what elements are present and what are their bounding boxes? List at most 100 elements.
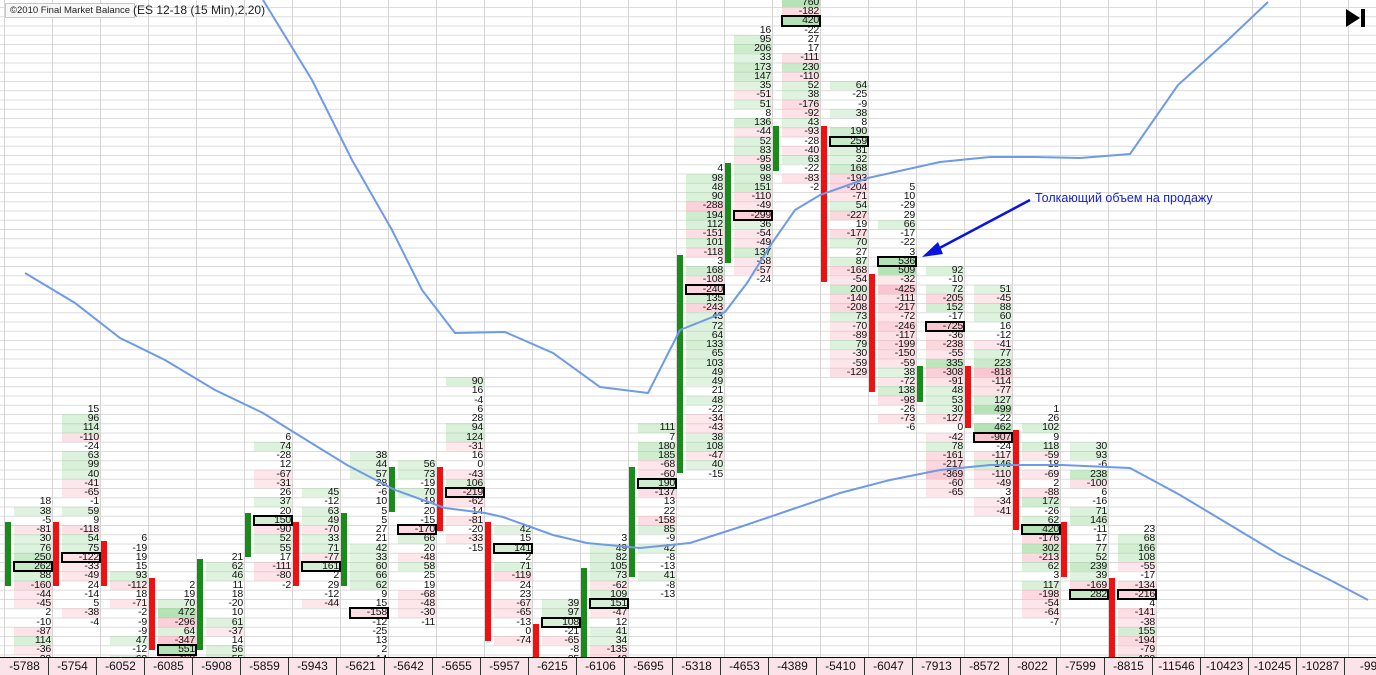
bottom-delta-axis: -5788 -5754 -6052 -6085 -5908 -5859 -5943 -5621…: [0, 657, 1376, 675]
max-volume-cell: 150: [253, 514, 293, 527]
axis-delta-label: -11546: [1153, 658, 1201, 675]
max-volume-cell: 420: [781, 15, 821, 27]
volume-cell: -15: [708, 467, 723, 480]
candle-bar-down: [1061, 522, 1067, 577]
volume-cell: -44: [302, 598, 340, 609]
volume-cell: 97: [542, 607, 580, 618]
volume-cell: -6: [906, 421, 915, 434]
volume-cell: -41: [974, 505, 1012, 516]
axis-delta-label: -5655: [433, 658, 481, 675]
volume-cell: -2: [810, 180, 819, 193]
candle-bar-up: [245, 513, 251, 557]
annotation-text: Толкающий объем на продажу: [1035, 191, 1213, 205]
volume-cell: 472: [158, 607, 196, 618]
axis-delta-label: -10287: [1297, 658, 1345, 675]
volume-cell: 14: [231, 634, 243, 647]
copyright-label: ©2010 Final Market Balance: [5, 3, 136, 18]
axis-delta-label: -5621: [337, 658, 385, 675]
volume-cell: -30: [398, 607, 436, 618]
volume-cell: -2: [138, 606, 147, 619]
max-volume-cell: 420: [1021, 524, 1061, 536]
candle-bar-up: [773, 126, 779, 171]
volume-cell: 61: [206, 616, 244, 627]
max-volume-cell: -158: [349, 607, 389, 619]
max-volume-cell: -216: [1117, 588, 1157, 601]
volume-cell: -194: [1118, 635, 1156, 646]
volume-cell: 41: [590, 625, 628, 636]
axis-delta-label: -5642: [385, 658, 433, 675]
max-volume-cell: 551: [157, 644, 197, 656]
max-volume-cell: 141: [493, 542, 533, 554]
volume-cell: -20: [228, 597, 243, 610]
candle-bar-up: [389, 467, 395, 512]
volume-cell: -129: [830, 366, 868, 377]
candle-bar-down: [533, 624, 539, 660]
axis-delta-label: -8022: [1009, 658, 1057, 675]
scroll-to-end-button[interactable]: [1344, 8, 1368, 28]
volume-cell: -135: [590, 644, 628, 655]
volume-cell: 155: [1118, 625, 1156, 636]
axis-delta-label: -7599: [1057, 658, 1105, 675]
candle-bar-up: [581, 568, 587, 660]
max-volume-cell: -219: [445, 487, 485, 499]
volume-cell: -65: [494, 607, 532, 618]
candle-bar-down: [293, 522, 299, 586]
axis-delta-label: -8572: [961, 658, 1009, 675]
volume-cell: -7: [1050, 615, 1059, 628]
max-volume-cell: -240: [685, 283, 725, 295]
volume-cell: 114: [14, 635, 52, 646]
axis-delta-label: -10245: [1249, 658, 1297, 675]
volume-cell: -24: [756, 273, 771, 286]
candle-bar-down: [485, 522, 491, 641]
volume-cell: -36: [14, 644, 52, 655]
candle-bar-up: [917, 366, 923, 402]
axis-delta-label: -5318: [673, 658, 721, 675]
max-volume-cell: 259: [829, 135, 869, 147]
volume-cell: -67: [494, 598, 532, 609]
volume-cell: 70: [158, 598, 196, 609]
volume-cell: -65: [926, 487, 964, 498]
max-volume-cell: 108: [541, 616, 581, 628]
candle-bar-up: [725, 163, 731, 263]
volume-cell: 13: [375, 634, 387, 647]
axis-delta-label: -5410: [817, 658, 865, 675]
axis-delta-label: -5788: [1, 658, 49, 675]
axis-delta-label: -5957: [481, 658, 529, 675]
volume-cell: -37: [206, 625, 244, 636]
volume-cell: -4: [90, 615, 99, 628]
volume-cell: -11: [421, 615, 435, 628]
axis-delta-label: -4653: [721, 658, 769, 675]
volume-cell: 47: [110, 635, 148, 646]
max-volume-cell: 151: [589, 598, 629, 610]
volume-cell: -54: [1022, 598, 1060, 609]
axis-delta-label: -5943: [289, 658, 337, 675]
axis-delta-label: -7913: [913, 658, 961, 675]
candle-bar-down: [437, 467, 443, 531]
max-volume-cell: -299: [733, 209, 773, 221]
max-volume-cell: 262: [13, 561, 53, 573]
instrument-title: (ES 12-18 (15 Min),2,20): [133, 3, 266, 17]
candle-bar-down: [1013, 430, 1019, 530]
volume-cell: -13: [660, 587, 675, 600]
candle-bar-up: [341, 513, 347, 586]
candle-bar-up: [197, 559, 203, 650]
volume-cell: -13: [516, 615, 531, 628]
axis-delta-label: -8815: [1105, 658, 1153, 675]
axis-delta-label: -6085: [145, 658, 193, 675]
volume-cell: 2: [45, 606, 51, 619]
axis-delta-label: -99: [1345, 658, 1376, 675]
candle-bar-down: [53, 522, 59, 586]
volume-cell: -9: [138, 624, 147, 637]
axis-delta-label: -6047: [865, 658, 913, 675]
candle-bar-down: [101, 541, 107, 586]
volume-cell: -87: [14, 625, 52, 636]
volume-cell: 5: [93, 597, 99, 610]
volume-cell: 34: [590, 635, 628, 646]
volume-cell: -347: [158, 635, 196, 646]
volume-cell: 15: [375, 597, 387, 610]
volume-cell: 0: [525, 624, 531, 637]
volume-cell: 56: [206, 644, 244, 655]
axis-delta-label: -6106: [577, 658, 625, 675]
volume-cell: -21: [564, 624, 579, 637]
volume-cell: -15: [468, 541, 483, 554]
